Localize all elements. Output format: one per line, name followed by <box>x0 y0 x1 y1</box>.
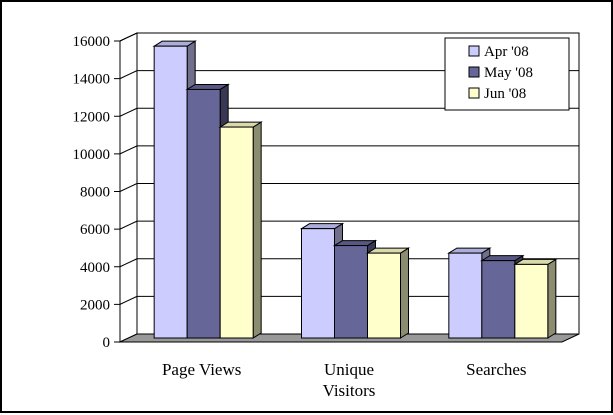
bars <box>152 40 558 339</box>
bar-top <box>299 223 345 230</box>
bar-front <box>334 245 368 339</box>
bar-front <box>301 228 335 339</box>
y-tick-label: 6000 <box>80 222 110 238</box>
bar-top <box>185 83 230 90</box>
bar-front <box>153 45 188 339</box>
bar-front <box>367 252 401 339</box>
gridline-side <box>119 295 138 305</box>
bar-top <box>332 240 378 247</box>
bar-front <box>481 260 516 339</box>
legend-label: Apr '08 <box>484 44 529 60</box>
bar-top <box>365 247 411 254</box>
bar-side <box>400 247 409 339</box>
bar-top <box>513 258 558 265</box>
bar-front <box>186 88 221 339</box>
legend-box <box>444 37 570 111</box>
y-tick-label: 4000 <box>80 260 110 276</box>
bar <box>218 121 263 339</box>
gridline-side <box>119 32 138 42</box>
gridline-side <box>119 107 138 117</box>
bar-top <box>218 121 263 128</box>
gridline-side <box>119 258 138 268</box>
legend-swatch <box>468 87 480 99</box>
y-axis-ticks: 0 2000 4000 6000 8000 10000 12000 14000 16000 <box>73 34 121 351</box>
gridline-side <box>119 183 138 192</box>
gridline-side <box>119 220 138 230</box>
y-tick-label: 14000 <box>73 72 111 88</box>
legend: Apr '08 May '08 Jun '08 <box>444 37 570 111</box>
x-axis-labels: Page Views Unique Visitors Searches <box>162 360 527 400</box>
x-category-label: Searches <box>466 360 526 379</box>
gridline-side <box>119 70 138 80</box>
y-tick-label: 0 <box>103 335 111 351</box>
y-tick-label: 2000 <box>80 297 110 313</box>
legend-swatch <box>468 66 480 78</box>
bar-top <box>480 255 525 262</box>
bar-front <box>448 252 483 339</box>
x-category-label: Page Views <box>162 360 241 379</box>
legend-label: May '08 <box>484 65 533 81</box>
bar-side <box>547 258 557 339</box>
y-tick-label: 10000 <box>73 147 111 163</box>
y-tick-label: 8000 <box>80 185 110 201</box>
legend-label: Jun '08 <box>484 86 526 102</box>
bar-top <box>152 40 197 47</box>
y-tick-label: 16000 <box>73 34 111 50</box>
bar-front <box>219 126 254 339</box>
x-category-label: Unique Visitors <box>323 360 376 400</box>
y-tick-label: 12000 <box>73 109 111 125</box>
bar <box>513 258 558 339</box>
legend-swatch <box>468 45 480 57</box>
bar <box>365 247 411 339</box>
bar-front <box>514 263 549 339</box>
bar-side <box>252 121 262 339</box>
gridline-side <box>119 145 138 155</box>
bar-top <box>447 247 492 254</box>
